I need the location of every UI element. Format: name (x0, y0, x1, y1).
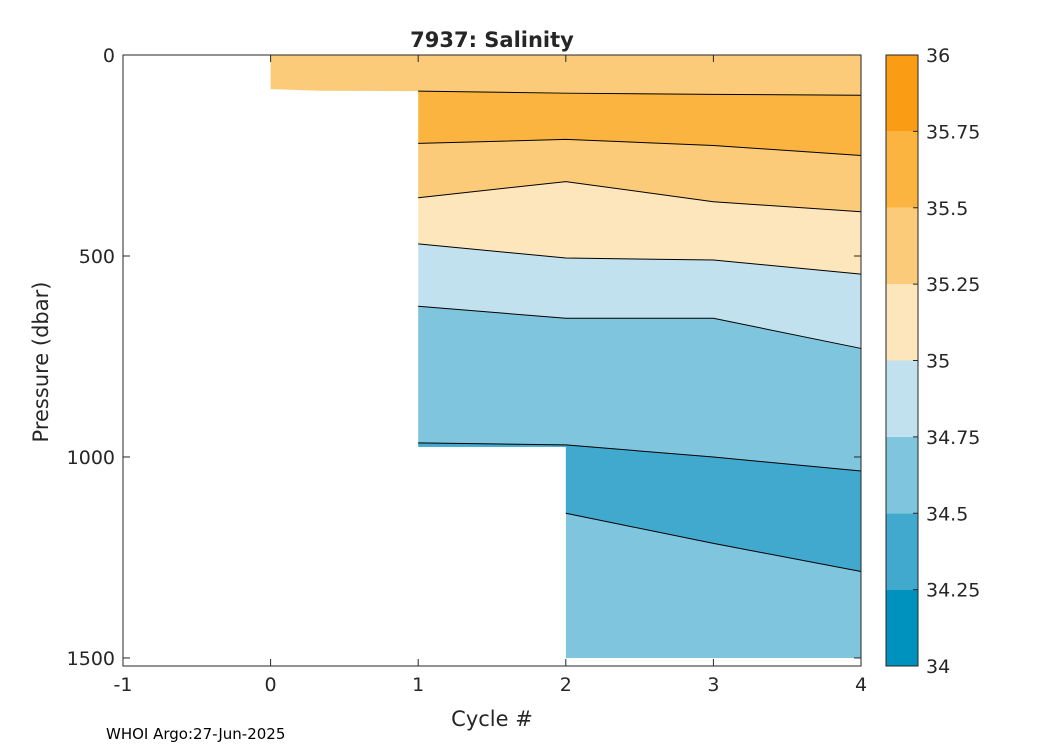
colorbar-tick-label: 34.25 (926, 580, 980, 602)
band-fill (270, 55, 862, 96)
plot-frame (122, 54, 862, 667)
chart-title: 7937: Salinity (410, 28, 574, 52)
y-tick-label: 0 (103, 45, 115, 67)
x-tick-label: 2 (560, 674, 572, 696)
colorbar-tick-label: 35.25 (926, 274, 980, 296)
colorbar-tick-label: 34.5 (926, 503, 968, 525)
contour-line (565, 512, 862, 573)
band-fill (418, 306, 861, 472)
x-axis-label: Cycle # (451, 707, 533, 731)
y-tick-label: 500 (79, 246, 115, 268)
colorbar-tick-label: 36 (926, 45, 950, 67)
colorbar-segment (886, 131, 918, 208)
colorbar-tick-label: 35 (926, 351, 950, 373)
y-axis: 0 500 1000 1500 (67, 45, 861, 670)
contour-line (418, 138, 862, 156)
x-tick-label: -1 (114, 674, 133, 696)
x-tick-label: 0 (265, 674, 277, 696)
colorbar-segment (886, 284, 918, 361)
colorbar-tick-label: 34 (926, 656, 950, 678)
y-tick-label: 1000 (67, 447, 115, 469)
no-data-mask (418, 446, 566, 666)
footer-credit: WHOI Argo:27-Jun-2025 (106, 725, 286, 743)
contour-line (418, 243, 862, 275)
x-tick-label: 1 (412, 674, 424, 696)
colorbar-segment (886, 360, 918, 437)
contour-lines (418, 90, 862, 573)
contour-fills (270, 55, 862, 666)
colorbar-segment (886, 436, 918, 514)
band-fill (418, 181, 861, 275)
contour-line (418, 90, 862, 96)
contour-line (418, 305, 862, 349)
y-tick-label: 1500 (67, 648, 115, 670)
band-fill (418, 91, 861, 156)
x-tick-label: 3 (707, 674, 719, 696)
contour-line (418, 442, 862, 472)
x-axis: -1 0 1 2 3 4 (114, 55, 867, 696)
colorbar: 34 34.25 34.5 34.75 35 35.25 35.5 35.75 36 (885, 45, 980, 678)
colorbar-tick-label: 34.75 (926, 427, 980, 449)
x-tick-label: 4 (855, 674, 867, 696)
colorbar-segment (886, 589, 918, 666)
colorbar-tick-label: 35.75 (926, 121, 980, 143)
band-fill (565, 513, 861, 658)
colorbar-segment (886, 55, 918, 132)
colorbar-segment (886, 207, 918, 285)
y-axis-label: Pressure (dbar) (29, 282, 53, 443)
band-fill (418, 243, 861, 349)
band-fill (565, 444, 861, 572)
colorbar-segment (886, 513, 918, 590)
contour-line (418, 181, 862, 213)
colorbar-tick-label: 35.5 (926, 198, 968, 220)
band-fill (418, 139, 861, 212)
